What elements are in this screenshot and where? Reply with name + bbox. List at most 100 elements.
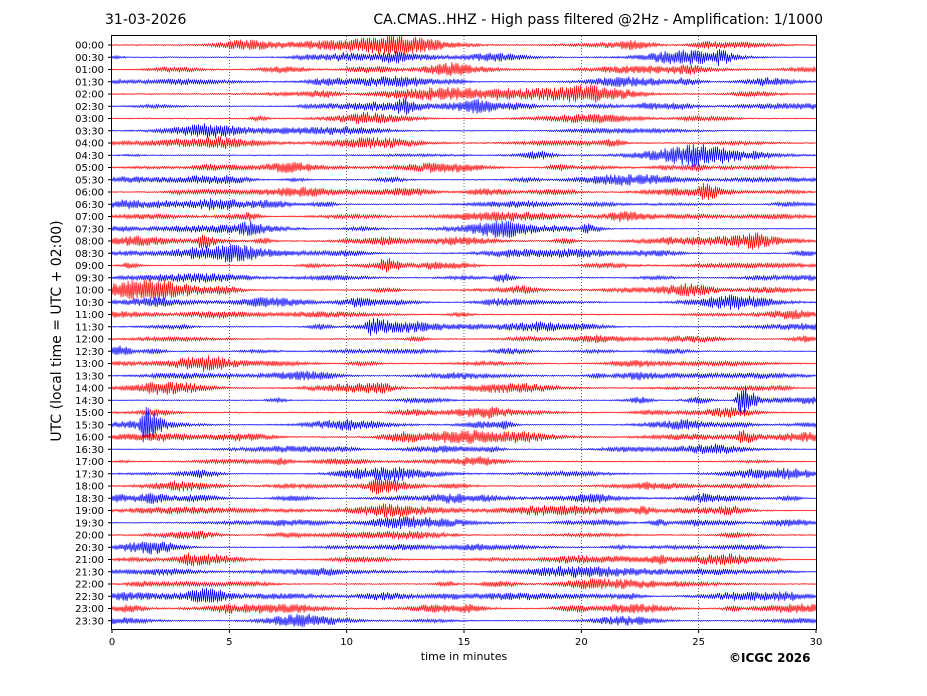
trace-19-00 (111, 503, 817, 518)
y-tick-label: 08:30 (75, 249, 104, 260)
x-tick-label: 15 (458, 637, 471, 648)
x-tick-label: 20 (575, 637, 588, 648)
copyright-label: ©ICGC 2026 (729, 651, 811, 665)
trace-13-30 (111, 370, 817, 381)
trace-08-00 (111, 232, 817, 250)
trace-14-30 (111, 385, 817, 416)
y-tick-label: 15:30 (75, 420, 104, 431)
trace-layer (111, 35, 817, 628)
trace-16-30 (111, 443, 817, 455)
y-tick-label: 23:00 (75, 604, 104, 615)
trace-04-30 (111, 144, 817, 167)
trace-07-00 (111, 211, 817, 222)
y-tick-label: 17:00 (75, 457, 104, 468)
y-tick-label: 10:30 (75, 298, 104, 309)
trace-12-00 (111, 334, 817, 344)
y-tick-label: 19:30 (75, 518, 104, 529)
y-tick-label: 02:30 (75, 102, 104, 113)
trace-10-30 (111, 294, 817, 310)
y-tick-label: 05:30 (75, 175, 104, 186)
y-tick-label: 10:00 (75, 286, 104, 297)
trace-09-00 (111, 257, 817, 273)
trace-21-30 (111, 566, 817, 579)
y-tick-label: 14:30 (75, 396, 104, 407)
y-tick-label: 09:00 (75, 261, 104, 272)
y-tick-label: 04:30 (75, 151, 104, 162)
x-tick-label: 5 (226, 637, 232, 648)
x-tick-label: 25 (692, 637, 705, 648)
trace-00-00 (111, 35, 817, 55)
trace-22-30 (111, 587, 817, 603)
trace-17-30 (111, 466, 817, 482)
y-tick-label: 07:00 (75, 212, 104, 223)
trace-19-30 (111, 516, 817, 530)
y-tick-label: 02:00 (75, 90, 104, 101)
trace-22-00 (111, 578, 817, 590)
y-tick-label: 14:00 (75, 384, 104, 395)
y-tick-label: 13:00 (75, 359, 104, 370)
x-axis-label: time in minutes (421, 650, 508, 663)
y-tick-label: 20:30 (75, 543, 104, 554)
y-tick-label: 13:30 (75, 371, 104, 382)
trace-21-00 (111, 552, 817, 567)
y-tick-label: 01:30 (75, 77, 104, 88)
trace-08-30 (111, 243, 817, 263)
y-tick-label: 18:00 (75, 482, 104, 493)
y-tick-label: 04:00 (75, 139, 104, 150)
y-tick-label: 19:00 (75, 506, 104, 517)
y-tick-label: 16:30 (75, 445, 104, 456)
y-tick-label: 03:00 (75, 114, 104, 125)
x-tick-label: 30 (810, 637, 823, 648)
trace-18-00 (111, 477, 817, 495)
trace-09-30 (111, 273, 817, 283)
trace-15-00 (111, 406, 817, 420)
y-tick-label: 12:30 (75, 347, 104, 358)
date-label: 31-03-2026 (105, 12, 187, 28)
y-tick-label: 23:30 (75, 616, 104, 627)
trace-20-00 (111, 530, 817, 540)
trace-17-00 (111, 456, 817, 466)
y-tick-label: 05:00 (75, 163, 104, 174)
y-tick-label: 16:00 (75, 433, 104, 444)
trace-01-00 (111, 62, 817, 77)
y-tick-label: 03:30 (75, 126, 104, 137)
trace-14-00 (111, 381, 817, 395)
x-gridlines (229, 36, 699, 629)
y-tick-label: 20:00 (75, 531, 104, 542)
y-tick-label: 22:30 (75, 592, 104, 603)
trace-23-00 (111, 603, 817, 614)
y-tick-label: 17:30 (75, 469, 104, 480)
trace-05-00 (111, 162, 817, 174)
trace-06-30 (111, 197, 817, 211)
trace-16-00 (111, 429, 817, 444)
trace-23-30 (111, 613, 817, 628)
x-tick-label: 0 (109, 637, 115, 648)
y-tick-label: 21:30 (75, 567, 104, 578)
trace-07-30 (111, 220, 817, 239)
y-tick-label: 09:30 (75, 273, 104, 284)
y-tick-label: 18:30 (75, 494, 104, 505)
trace-01-30 (111, 75, 817, 88)
trace-02-00 (111, 84, 817, 103)
trace-05-30 (111, 173, 817, 186)
y-tick-label: 01:00 (75, 65, 104, 76)
y-tick-label: 22:00 (75, 580, 104, 591)
y-tick-label: 11:30 (75, 322, 104, 333)
trace-00-30 (111, 48, 817, 67)
trace-04-00 (111, 136, 817, 150)
y-tick-label: 07:30 (75, 224, 104, 235)
y-tick-label: 00:00 (75, 41, 104, 52)
y-tick-label: 08:00 (75, 237, 104, 248)
trace-03-00 (111, 111, 817, 124)
trace-10-00 (111, 279, 817, 301)
y-tick-label: 12:00 (75, 335, 104, 346)
y-tick-label: 06:00 (75, 188, 104, 199)
trace-18-30 (111, 492, 817, 504)
x-tick-label: 10 (340, 637, 353, 648)
chart-title: CA.CMAS..HHZ - High pass filtered @2Hz -… (373, 12, 823, 28)
trace-12-30 (111, 345, 817, 356)
trace-02-30 (111, 97, 817, 116)
y-tick-label: 06:30 (75, 200, 104, 211)
